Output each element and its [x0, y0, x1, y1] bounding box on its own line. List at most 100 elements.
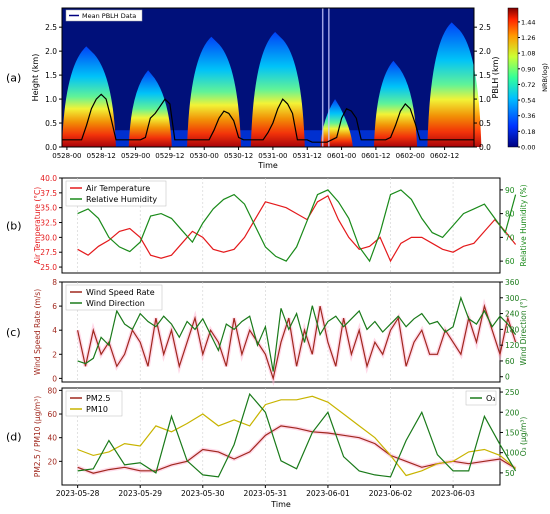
y-right-axis-label: O₃ (μg/m³) [519, 417, 528, 457]
legend-label: Mean PBLH Data [82, 12, 136, 20]
y-right-tick-label: 150 [505, 428, 520, 437]
y-axis-label: Wind Speed Rate (m/s) [33, 289, 42, 375]
y-tick-label: 2.0 [45, 47, 57, 56]
x-tick-label: 2023-05-29 [118, 489, 162, 498]
x-tick-label: 2023-06-02 [369, 489, 413, 498]
y-tick-label: 0.5 [45, 119, 57, 128]
series-line-0 [77, 194, 517, 263]
x-tick-label: 2023-05-28 [56, 489, 100, 498]
colorbar [507, 7, 519, 148]
legend: Mean PBLH Data [65, 9, 143, 22]
y-right-tick-label: 50 [505, 469, 515, 478]
legend-label: Relative Humidity [86, 195, 157, 204]
heatmap-gap [328, 8, 330, 147]
y-right-tick-label: 200 [505, 408, 520, 417]
x-tick-label: 0529-00 [121, 152, 150, 160]
y-tick-label: 40.0 [40, 174, 57, 183]
y-right-tick-label: 60 [505, 257, 515, 266]
y-right-tick-label: 90 [505, 186, 515, 195]
y-right-tick-label: 0.0 [479, 143, 491, 152]
y-right-axis-label: PBLH (km) [491, 57, 500, 99]
y-right-axis-label: Wind Direction (°) [519, 298, 528, 365]
series-line-1 [77, 295, 517, 372]
y-right-tick-label: 80 [505, 210, 515, 219]
x-tick-label: 0602-12 [430, 152, 459, 160]
legend-label: Wind Direction [86, 299, 145, 308]
y-tick-label: 1.5 [45, 71, 57, 80]
y-axis-label: Air Temperature (°C) [33, 187, 42, 264]
series-line-1 [77, 395, 516, 477]
legend-box [65, 390, 123, 417]
x-tick-label: 0528-00 [52, 152, 81, 160]
y-right-tick-label: 0.5 [479, 119, 491, 128]
panel-label: (a) [6, 72, 21, 85]
y-tick-label: 32.5 [40, 219, 57, 228]
x-tick-label: 0602-00 [396, 152, 425, 160]
legend: Wind Speed Rate Wind Direction [65, 284, 163, 311]
pblh-line [62, 93, 474, 143]
y-tick-label: 25.0 [40, 263, 57, 272]
series-line-0 [77, 303, 517, 381]
legend-label: Wind Speed Rate [86, 288, 155, 297]
heatmap-plume [427, 22, 482, 147]
y-tick-label: 80 [47, 386, 57, 395]
colorbar-tick-label: 1.26 [521, 34, 535, 42]
colorbar-tick-label: 0.72 [521, 81, 535, 89]
x-axis-label: Time [270, 500, 291, 509]
colorbar-label: NRB(log) [541, 63, 549, 92]
colorbar-tick-label: 0.90 [521, 65, 535, 73]
x-tick-label: 2023-06-01 [306, 489, 350, 498]
heatmap-plume [62, 46, 116, 147]
y-right-tick-label: 120 [505, 341, 520, 350]
colorbar-tick-label: 1.08 [521, 50, 535, 58]
y-right-tick-label: 100 [505, 449, 520, 458]
y-right-tick-label: 70 [505, 233, 515, 242]
y-right-tick-label: 1.0 [479, 95, 491, 104]
legend-label: PM10 [86, 405, 108, 414]
colorbar-tick-label: 0.00 [521, 144, 535, 152]
panel-label: (b) [6, 220, 22, 233]
y-right-axis-label: Relative Humidity (%) [519, 184, 528, 266]
y-tick-label: 37.5 [40, 189, 57, 198]
y-tick-label: 20 [47, 457, 57, 466]
heatmap-plume [128, 70, 172, 147]
y-right-tick-label: 250 [505, 388, 520, 397]
x-tick-label: 2023-05-31 [244, 489, 288, 498]
heatmap-plume [250, 31, 305, 148]
x-tick-label: 0530-12 [224, 152, 253, 160]
panel-label: (c) [6, 326, 21, 339]
y-tick-label: 2 [52, 350, 57, 359]
legend: O₃ [465, 390, 497, 406]
panel-3-frame [61, 387, 501, 486]
y-right-tick-label: 300 [505, 294, 520, 303]
x-axis-label: Time [257, 161, 278, 170]
y-right-tick-label: 360 [505, 278, 520, 287]
y-right-tick-label: 60 [505, 357, 515, 366]
legend-label: O₃ [486, 394, 496, 403]
y-tick-label: 8 [52, 278, 57, 287]
x-tick-label: 0530-00 [190, 152, 219, 160]
legend: Air Temperature Relative Humidity [65, 180, 167, 207]
x-tick-label: 0531-00 [258, 152, 287, 160]
x-tick-label: 0529-12 [155, 152, 184, 160]
y-tick-label: 1.0 [45, 95, 57, 104]
heatmap-plume [187, 36, 242, 147]
y-axis-label: PM2.5 / PM10 (μg/m³) [33, 396, 42, 477]
y-right-tick-label: 180 [505, 325, 520, 334]
y-right-tick-label: 1.5 [479, 71, 491, 80]
colorbar-tick-label: 0.18 [521, 128, 535, 136]
y-right-tick-label: 2.0 [479, 47, 491, 56]
x-tick-label: 2023-06-03 [431, 489, 475, 498]
colorbar-tick-label: 1.44 [521, 18, 535, 26]
legend-box [65, 284, 163, 311]
x-tick-label: 2023-05-30 [181, 489, 225, 498]
series-line-2 [77, 392, 517, 478]
legend-box [65, 180, 167, 207]
series-line-1 [77, 189, 517, 263]
y-tick-label: 2.5 [45, 23, 57, 32]
y-tick-label: 35.0 [40, 204, 57, 213]
legend-label: PM2.5 [86, 394, 110, 403]
heatmap-plume [373, 60, 418, 147]
x-tick-label: 0601-12 [361, 152, 390, 160]
